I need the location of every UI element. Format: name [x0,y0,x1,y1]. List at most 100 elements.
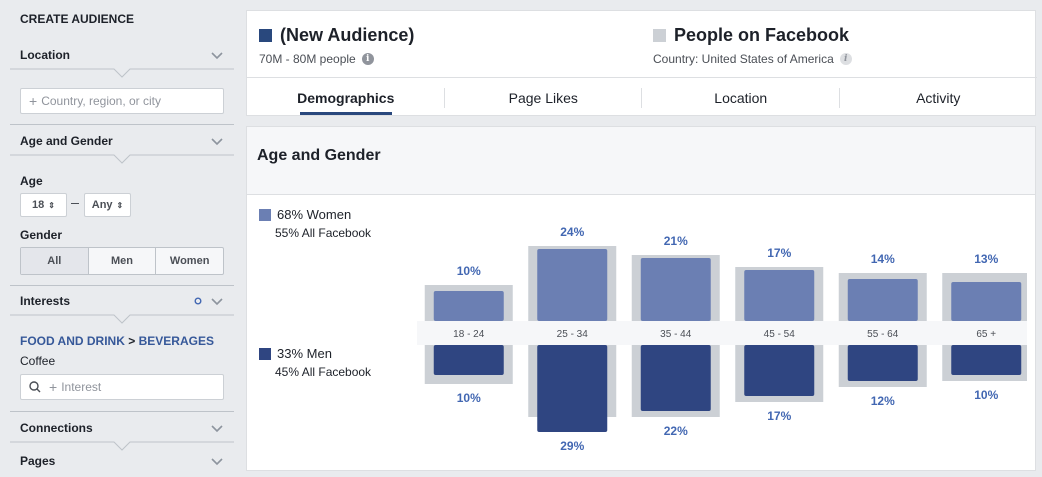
age-min-select[interactable]: 18 ⇕ [20,193,67,217]
women-bar [951,282,1022,321]
men-bar [847,345,918,381]
chevron-down-icon[interactable] [210,421,224,435]
tab-label: Page Likes [508,89,578,106]
sidebar-title: CREATE AUDIENCE [20,12,135,26]
updown-icon: ⇕ [48,200,55,210]
women-value-label: 24% [560,225,584,239]
age-label: Age [20,174,43,188]
pages-label: Pages [20,454,56,468]
connections-label: Connections [20,421,93,435]
age-max-value: Any [91,199,113,211]
interest-input[interactable]: + Interest [20,374,224,400]
tab-activity[interactable]: Activity [840,78,1038,117]
age-range-dash [71,203,79,204]
women-bar [640,258,711,321]
age-max-select[interactable]: Any ⇕ [84,193,131,217]
gender-label: Gender [20,228,63,242]
location-header[interactable]: Location [10,40,234,70]
women-value-label: 21% [664,234,688,248]
men-bar [744,345,815,396]
section-separator [10,124,234,125]
age-tick-label: 45 - 54 [764,329,796,340]
new-audience-summary: (New Audience) 70M - 80M people i [259,25,414,66]
men-value-label: 10% [974,388,998,402]
interests-section[interactable]: Interests [10,286,234,316]
chevron-down-icon[interactable] [210,454,224,468]
tab-demographics[interactable]: Demographics [247,78,445,117]
chevron-down-icon[interactable] [210,48,224,62]
women-legend: 68% Women 55% All Facebook [259,207,371,240]
selected-interest: Coffee [20,354,56,368]
women-bar [433,291,504,321]
dot-icon [194,297,202,305]
updown-icon: ⇕ [116,200,124,210]
women-all-facebook: 55% All Facebook [275,226,372,240]
tab-page-likes[interactable]: Page Likes [445,78,643,117]
pages-header[interactable]: Pages [10,446,234,476]
section-divider [10,314,234,324]
plus-icon: + [29,93,38,109]
section-separator [10,411,234,412]
men-value-label: 12% [871,394,895,408]
age-tick-label: 35 - 44 [660,329,692,340]
tab-location[interactable]: Location [642,78,840,117]
tab-label: Activity [916,89,961,106]
chevron-down-icon[interactable] [210,294,224,308]
women-value-label: 14% [871,252,895,266]
panel-title: Age and Gender [247,127,1035,195]
tab-label: Location [714,89,768,106]
audience-header-panel: (New Audience) 70M - 80M people i People… [246,10,1037,117]
info-icon[interactable]: i [361,53,374,65]
women-value-label: 10% [457,264,481,278]
gender-men-button[interactable]: Men [89,248,157,274]
age-min-value: 18 [32,199,45,211]
pages-section[interactable]: Pages [10,446,234,476]
women-bar [744,270,815,321]
men-bar [537,345,608,432]
women-bar [847,279,918,321]
plus-icon: + [49,379,58,395]
breadcrumb-separator: > [128,334,136,348]
breadcrumb-child-link[interactable]: BEVERAGES [138,334,214,348]
men-value-label: 22% [664,424,688,438]
age-tick-label: 55 - 64 [867,329,899,340]
section-separator [10,285,234,286]
chevron-down-icon[interactable] [210,134,224,148]
connections-header[interactable]: Connections [10,413,234,443]
age-tick-label: 18 - 24 [453,329,485,340]
audience-size: 70M - 80M people [259,52,356,66]
section-divider [10,441,234,451]
men-legend: 33% Men 45% All Facebook [259,346,371,379]
interest-placeholder: Interest [61,380,102,394]
tab-bar: Demographics Page Likes Location Activit… [247,77,1037,117]
location-placeholder: Country, region, or city [41,94,162,108]
comparison-country: Country: United States of America [653,52,834,66]
location-section[interactable]: Location [10,40,234,70]
men-value-label: 17% [767,409,791,423]
gender-segmented-control: All Men Women [20,247,224,275]
women-bar [537,249,608,321]
age-gender-label: Age and Gender [20,134,113,148]
connections-section[interactable]: Connections [10,413,234,443]
interests-header[interactable]: Interests [10,286,234,316]
comparison-color-swatch [653,29,666,42]
age-gender-header[interactable]: Age and Gender [10,126,234,156]
breadcrumb-parent-link[interactable]: FOOD AND DRINK [20,334,125,348]
age-tick-label: 25 - 34 [557,329,589,340]
men-pct: 33% Men [277,346,332,361]
gender-all-button[interactable]: All [21,248,89,274]
men-value-label: 10% [457,391,481,405]
active-tab-underline [299,112,392,115]
section-divider [10,68,234,78]
men-all-facebook: 45% All Facebook [275,365,372,379]
location-input[interactable]: + Country, region, or city [20,88,224,114]
search-icon [29,381,41,393]
gender-women-button[interactable]: Women [169,255,210,267]
age-axis-band [417,321,1027,345]
audience-color-swatch [259,29,272,42]
info-icon[interactable]: i [839,53,852,65]
interest-breadcrumb: FOOD AND DRINK > BEVERAGES [20,334,214,348]
women-swatch [259,208,271,221]
men-bar [640,345,711,411]
age-gender-section[interactable]: Age and Gender [10,126,234,156]
